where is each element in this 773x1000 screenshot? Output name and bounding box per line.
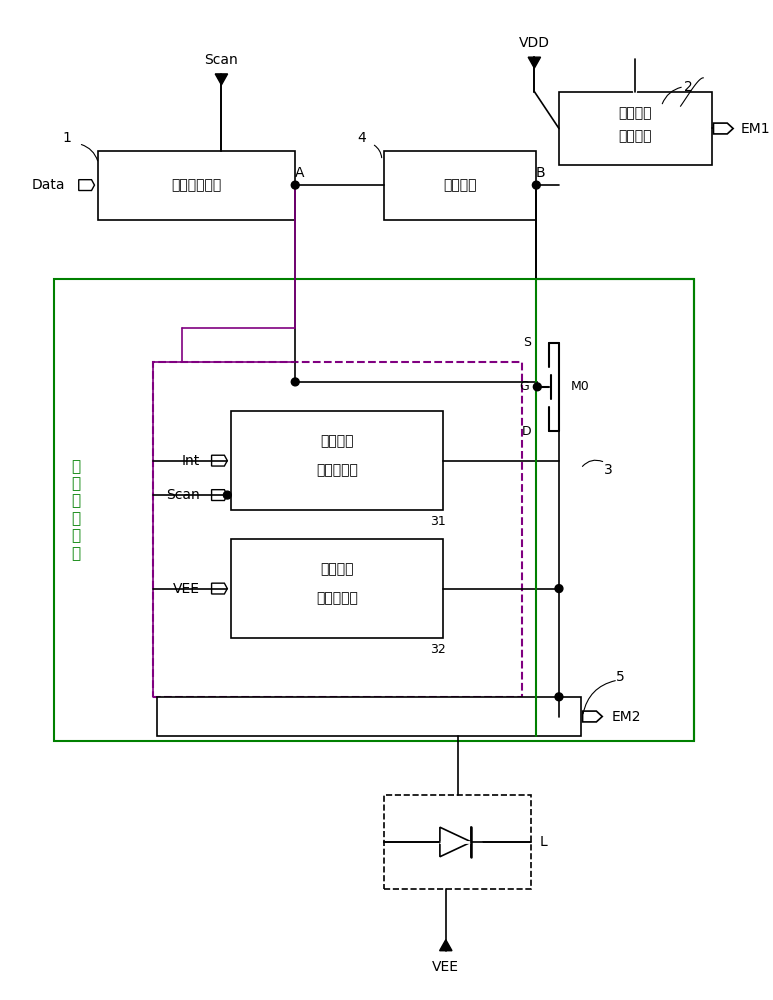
Circle shape — [291, 378, 299, 386]
Bar — [54, 279, 694, 741]
Text: VEE: VEE — [173, 582, 199, 596]
Bar — [158, 697, 581, 736]
Text: 数据写入模块: 数据写入模块 — [172, 178, 222, 192]
Circle shape — [555, 693, 563, 701]
Text: EM2: EM2 — [612, 710, 642, 724]
Text: Data: Data — [32, 178, 65, 192]
Circle shape — [533, 383, 541, 391]
Text: A: A — [295, 166, 304, 180]
Text: 存储模块: 存储模块 — [444, 178, 477, 192]
Text: 3: 3 — [604, 463, 612, 477]
Text: Scan: Scan — [166, 488, 199, 502]
Text: 31: 31 — [430, 515, 446, 528]
Text: 发
光
控
制
模
块: 发 光 控 制 模 块 — [71, 459, 80, 561]
Text: D: D — [522, 425, 531, 438]
Bar — [384, 151, 536, 220]
Bar — [98, 151, 295, 220]
Circle shape — [223, 491, 231, 499]
Text: 第一导通: 第一导通 — [320, 434, 354, 448]
Text: M0: M0 — [570, 380, 590, 393]
Text: 控制子模块: 控制子模块 — [316, 591, 358, 605]
Circle shape — [533, 181, 540, 189]
Bar — [231, 539, 443, 638]
Bar — [231, 411, 443, 510]
Text: 控制模块: 控制模块 — [618, 129, 652, 143]
Bar — [152, 362, 522, 697]
Circle shape — [291, 181, 299, 189]
Text: 4: 4 — [358, 131, 366, 145]
Text: G: G — [519, 380, 530, 393]
Text: 第二导通: 第二导通 — [320, 562, 354, 576]
Text: VDD: VDD — [519, 36, 550, 50]
Text: 电源电压: 电源电压 — [618, 106, 652, 120]
Text: 2: 2 — [685, 80, 693, 94]
Text: 5: 5 — [615, 670, 625, 684]
Text: 控制子模块: 控制子模块 — [316, 463, 358, 477]
Polygon shape — [440, 940, 452, 951]
Text: B: B — [536, 166, 545, 180]
Text: L: L — [540, 835, 547, 849]
Text: VEE: VEE — [432, 960, 459, 974]
Polygon shape — [215, 74, 227, 85]
Bar — [384, 795, 531, 889]
Text: EM1: EM1 — [741, 122, 771, 136]
Text: S: S — [523, 336, 531, 349]
Text: 1: 1 — [63, 131, 71, 145]
Text: Int: Int — [182, 454, 199, 468]
Text: 32: 32 — [430, 643, 446, 656]
Text: Scan: Scan — [205, 53, 238, 67]
Circle shape — [555, 585, 563, 593]
Polygon shape — [528, 57, 540, 68]
Bar — [559, 92, 711, 165]
